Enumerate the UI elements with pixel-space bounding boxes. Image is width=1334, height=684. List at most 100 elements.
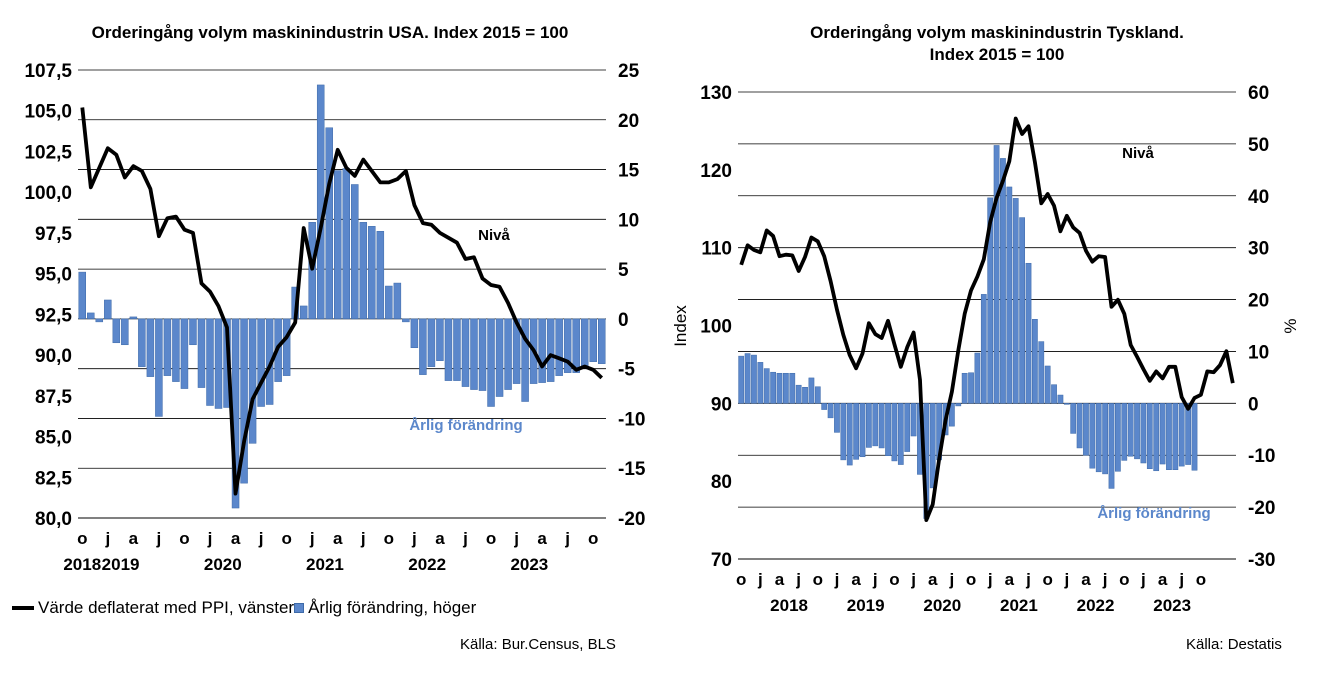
bar <box>1102 403 1108 475</box>
y-left-tick-label: 105,0 <box>24 102 72 123</box>
bar <box>866 403 872 448</box>
x-tick-label: o <box>486 529 496 548</box>
right-title-line1: Orderingång volym maskinindustrin Tyskla… <box>810 23 1184 42</box>
bar <box>504 318 512 390</box>
bar <box>949 403 955 427</box>
y-left-tick-label: 102,5 <box>24 142 72 163</box>
bar <box>1121 403 1128 461</box>
y-right-tick-label: -30 <box>1248 550 1275 571</box>
y-right-tick-label: -10 <box>1248 446 1275 467</box>
bar <box>436 318 444 361</box>
bar <box>121 318 129 346</box>
annotation-change: Årlig förändring <box>1097 505 1210 522</box>
bar <box>802 386 808 404</box>
x-tick-label: j <box>156 529 162 548</box>
right-chart-title: Orderingång volym maskinindustrin Tyskla… <box>660 22 1334 66</box>
bar <box>87 312 95 320</box>
bar <box>342 168 350 320</box>
bar <box>1153 403 1160 472</box>
bar <box>580 318 589 368</box>
bar <box>763 368 770 404</box>
bar <box>1012 198 1019 404</box>
bar <box>419 318 427 375</box>
bar <box>478 318 487 391</box>
bar <box>563 318 572 373</box>
bar <box>872 403 879 447</box>
bar <box>904 403 911 452</box>
x-tick-label: j <box>949 570 955 589</box>
bar <box>751 354 757 404</box>
bar <box>257 318 265 407</box>
bar <box>859 403 866 458</box>
bar <box>1032 319 1038 404</box>
left-chart: 80,082,585,087,590,092,595,097,5100,0102… <box>24 61 645 574</box>
y-left-tick-label: 92,5 <box>35 305 72 326</box>
line-series <box>80 107 604 496</box>
x-tick-label: j <box>564 529 570 548</box>
line-series <box>739 116 1235 522</box>
annotation-level: Nivå <box>1122 145 1154 162</box>
y-right-tick-label: 50 <box>1248 135 1269 156</box>
y-right-tick-label: 30 <box>1248 239 1269 260</box>
x-tick-label: o <box>813 570 823 589</box>
bar <box>783 372 789 404</box>
bar <box>744 353 751 404</box>
x-tick-label: j <box>987 570 993 589</box>
bar <box>1127 403 1134 457</box>
bar <box>325 127 333 320</box>
y-right-tick-label: 20 <box>1248 291 1269 312</box>
bar <box>1146 403 1153 469</box>
legend-item-bar: Årlig förändring, höger <box>294 598 476 618</box>
y-right-tick-label: -20 <box>618 509 645 530</box>
bar <box>808 377 815 404</box>
bar <box>840 403 847 461</box>
bar <box>495 318 504 397</box>
x-tick-label: o <box>588 529 598 548</box>
x-tick-label: j <box>1102 570 1108 589</box>
bar <box>410 318 419 349</box>
y-left-tick-label: 100 <box>700 317 732 338</box>
legend-bar-label: Årlig förändring, höger <box>308 598 477 617</box>
y-left-tick-label: 100,0 <box>24 183 72 204</box>
bar <box>95 318 104 323</box>
x-tick-label: j <box>411 529 417 548</box>
x-tick-label: j <box>207 529 213 548</box>
x-year-label: 2019 <box>102 555 140 574</box>
x-tick-label: a <box>435 529 445 548</box>
bar <box>1185 403 1191 465</box>
y-right-tick-label: 0 <box>618 310 629 331</box>
bar <box>521 318 529 402</box>
bar <box>129 316 138 320</box>
bar <box>789 372 796 404</box>
bar <box>461 318 470 387</box>
x-tick-label: j <box>834 570 840 589</box>
x-tick-label: o <box>179 529 189 548</box>
x-year-label: 2020 <box>204 555 242 574</box>
bar <box>776 372 783 404</box>
annotation-level: Nivå <box>478 227 510 244</box>
right-chart: 70 80 90 100 110 120 130 -30 -20 -10 0 10 20 30 40 50 60… <box>671 83 1300 615</box>
bar <box>1044 365 1051 404</box>
y-left-tick-label: 107,5 <box>24 61 72 82</box>
left-chart-title: Orderingång volym maskinindustrin USA. I… <box>91 23 569 42</box>
y-left-tick-label: 90,0 <box>35 346 72 367</box>
bar <box>538 318 546 383</box>
x-year-label: 2022 <box>408 555 446 574</box>
x-year-label: 2023 <box>510 555 548 574</box>
right-title-line2: Index 2015 = 100 <box>929 45 1065 64</box>
bar <box>189 318 197 346</box>
bar <box>1083 403 1089 456</box>
bar <box>248 318 257 444</box>
x-tick-label: o <box>1042 570 1052 589</box>
bar <box>968 372 974 404</box>
y-left-tick-label: 80 <box>711 472 732 493</box>
bar <box>308 222 316 320</box>
bar <box>1063 403 1070 405</box>
y-right-tick-label: 60 <box>1248 83 1269 104</box>
bar <box>138 318 146 367</box>
x-tick-label: j <box>258 529 264 548</box>
x-tick-label: a <box>775 570 785 589</box>
bar <box>1108 403 1115 489</box>
x-year-label: 2022 <box>1077 596 1115 615</box>
bar <box>974 352 981 404</box>
